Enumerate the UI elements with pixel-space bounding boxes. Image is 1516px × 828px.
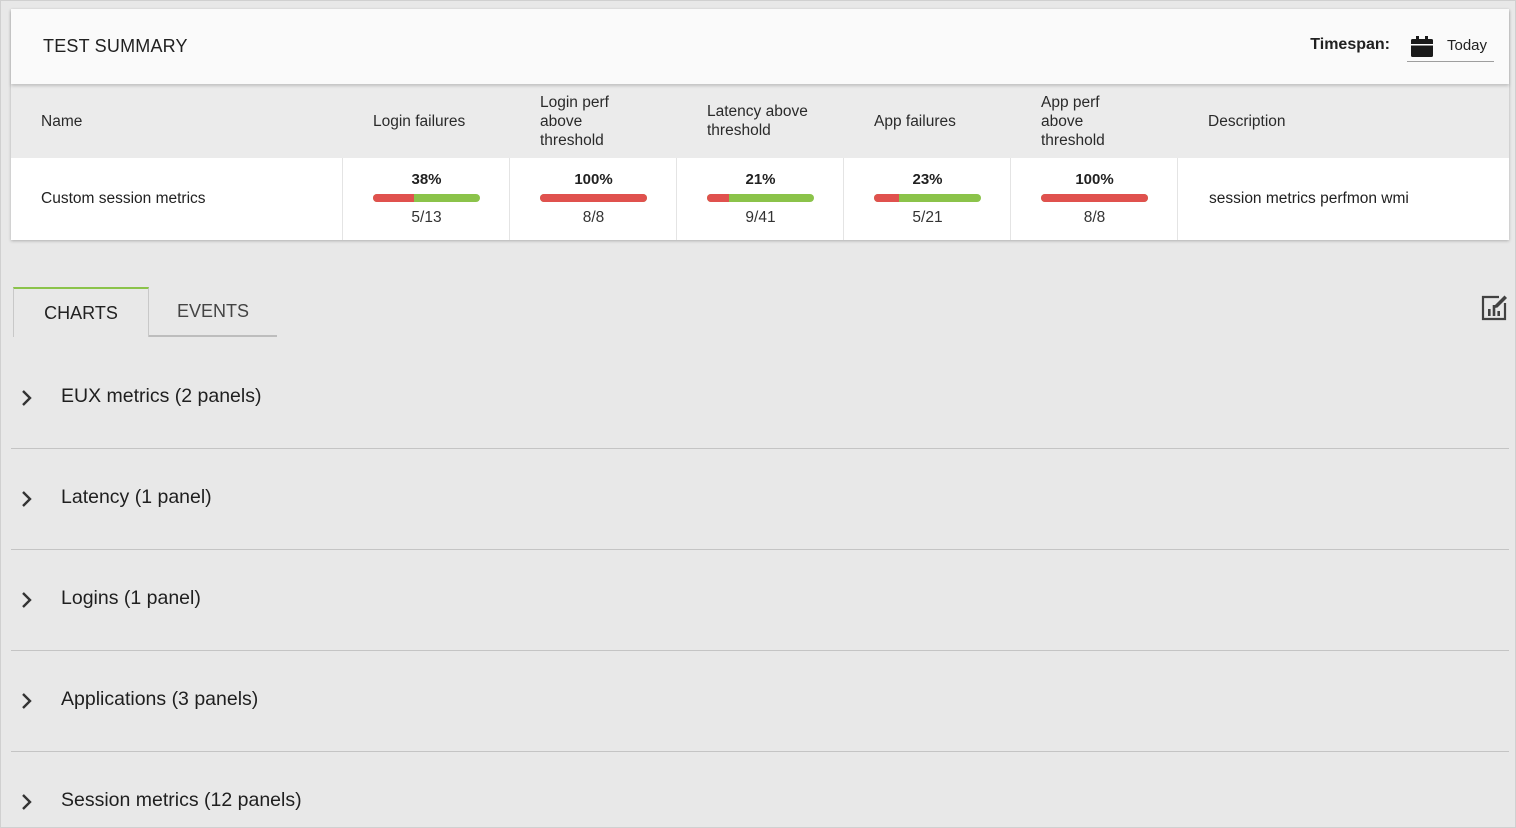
chevron-right-icon [22, 592, 32, 608]
section-applications[interactable]: Applications (3 panels) [11, 651, 1509, 752]
column-header-login-failures: Login failures [373, 112, 466, 130]
progress-bar-fail [1041, 194, 1148, 202]
divider [11, 549, 1509, 550]
progress-bar [373, 194, 480, 202]
section-latency[interactable]: Latency (1 panel) [11, 449, 1509, 550]
column-header-name: Name [41, 112, 83, 130]
divider [11, 751, 1509, 752]
progress-bar [540, 194, 647, 202]
progress-bar-fail [707, 194, 730, 202]
metric-percent: 23% [912, 171, 943, 188]
metric-app-perf: 100% 8/8 [1010, 158, 1177, 240]
table-header: Name Login failures Login perf above thr… [11, 84, 1509, 158]
column-header-app-failures: App failures [874, 112, 956, 130]
section-title: EUX metrics (2 panels) [61, 385, 262, 407]
metric-ratio: 5/21 [912, 209, 943, 226]
metric-percent: 100% [1075, 171, 1114, 188]
progress-bar-fail [540, 194, 647, 202]
card-header: TEST SUMMARY Timespan: Today [11, 9, 1509, 84]
progress-bar-fail [373, 194, 414, 202]
section-title: Applications (3 panels) [61, 688, 259, 710]
divider [11, 448, 1509, 449]
section-title: Logins (1 panel) [61, 587, 201, 609]
row-name: Custom session metrics [41, 190, 206, 207]
progress-bar [1041, 194, 1148, 202]
metric-login-failures: 38% 5/13 [342, 158, 509, 240]
chevron-right-icon [22, 390, 32, 406]
metric-latency: 21% 9/41 [676, 158, 843, 240]
section-title: Session metrics (12 panels) [61, 789, 302, 811]
divider [11, 650, 1509, 651]
progress-bar [874, 194, 981, 202]
progress-bar [707, 194, 814, 202]
timespan-select[interactable]: Today [1407, 32, 1494, 62]
test-summary-card: TEST SUMMARY Timespan: Today Name Login … [11, 9, 1509, 240]
timespan-value: Today [1447, 37, 1488, 54]
tab-charts[interactable]: CHARTS [13, 287, 149, 337]
chevron-right-icon [22, 491, 32, 507]
metric-ratio: 5/13 [411, 209, 442, 226]
tab-events[interactable]: EVENTS [149, 287, 277, 337]
metric-percent: 38% [411, 171, 442, 188]
metric-ratio: 8/8 [582, 209, 605, 226]
chevron-right-icon [22, 794, 32, 810]
column-header-description: Description [1208, 112, 1286, 130]
card-title: TEST SUMMARY [43, 36, 188, 56]
column-header-app-perf: App perf above threshold [1041, 93, 1105, 149]
metric-ratio: 9/41 [745, 209, 776, 226]
section-logins[interactable]: Logins (1 panel) [11, 550, 1509, 651]
row-description: session metrics perfmon wmi [1177, 158, 1509, 240]
metric-percent: 21% [745, 171, 776, 188]
metric-percent: 100% [574, 171, 613, 188]
metric-login-perf: 100% 8/8 [509, 158, 676, 240]
section-session-metrics[interactable]: Session metrics (12 panels) [11, 752, 1509, 828]
section-eux-metrics[interactable]: EUX metrics (2 panels) [11, 348, 1509, 449]
table-row[interactable]: Custom session metrics 38% 5/13 100% 8/8… [11, 158, 1509, 240]
section-title: Latency (1 panel) [61, 486, 212, 508]
progress-bar-fail [874, 194, 899, 202]
column-header-login-perf: Login perf above threshold [540, 93, 609, 149]
edit-report-icon[interactable] [1480, 293, 1508, 321]
timespan-label: Timespan: [1310, 36, 1390, 53]
metric-ratio: 8/8 [1083, 209, 1106, 226]
chevron-right-icon [22, 693, 32, 709]
column-header-latency: Latency above threshold [707, 103, 808, 139]
calendar-icon [1411, 36, 1433, 57]
metric-app-failures: 23% 5/21 [843, 158, 1010, 240]
